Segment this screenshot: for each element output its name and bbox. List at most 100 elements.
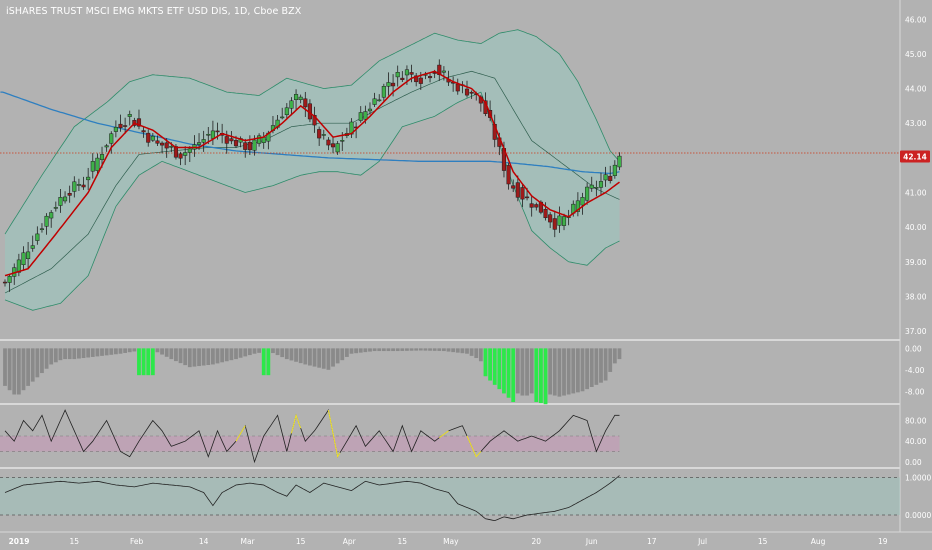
candle[interactable] — [557, 215, 562, 226]
candle[interactable] — [381, 86, 386, 98]
candle[interactable] — [543, 209, 548, 219]
candle[interactable] — [455, 83, 460, 92]
candle[interactable] — [224, 136, 229, 144]
candle[interactable] — [303, 98, 308, 108]
candle[interactable] — [210, 130, 215, 139]
candle[interactable] — [363, 111, 368, 120]
candle[interactable] — [534, 204, 539, 208]
candle[interactable] — [603, 174, 608, 181]
candle[interactable] — [589, 184, 594, 189]
candle[interactable] — [580, 197, 585, 206]
candle[interactable] — [400, 77, 405, 80]
candle[interactable] — [146, 132, 151, 143]
candle[interactable] — [612, 164, 617, 176]
candle[interactable] — [229, 138, 234, 142]
candle[interactable] — [608, 175, 613, 181]
candle[interactable] — [86, 176, 91, 181]
candle[interactable] — [247, 141, 252, 151]
candle[interactable] — [340, 140, 345, 142]
candle[interactable] — [233, 140, 239, 147]
candle[interactable] — [104, 145, 109, 148]
histogram-panel[interactable] — [3, 348, 622, 405]
candle[interactable] — [49, 212, 54, 219]
candle[interactable] — [312, 115, 317, 126]
candle[interactable] — [178, 153, 183, 159]
candle[interactable] — [598, 181, 604, 188]
candle[interactable] — [243, 142, 248, 150]
candle[interactable] — [561, 216, 567, 226]
candle[interactable] — [44, 215, 49, 227]
candle[interactable] — [594, 187, 599, 189]
candle[interactable] — [206, 133, 211, 136]
candle[interactable] — [58, 197, 63, 206]
candle[interactable] — [160, 142, 165, 146]
candle[interactable] — [395, 72, 400, 78]
candle[interactable] — [187, 148, 192, 153]
candle[interactable] — [515, 182, 520, 198]
candle[interactable] — [26, 251, 31, 260]
candle[interactable] — [552, 218, 557, 230]
candle[interactable] — [257, 135, 262, 144]
candle[interactable] — [164, 142, 169, 149]
price-panel[interactable] — [0, 29, 900, 311]
candle[interactable] — [261, 137, 266, 143]
candle[interactable] — [372, 98, 377, 105]
candle[interactable] — [123, 125, 128, 127]
candle[interactable] — [141, 130, 146, 133]
candle[interactable] — [39, 228, 45, 230]
candle[interactable] — [617, 155, 622, 168]
candle[interactable] — [30, 245, 35, 249]
candle[interactable] — [95, 157, 100, 171]
candle[interactable] — [377, 99, 382, 102]
candle[interactable] — [367, 108, 373, 112]
candle[interactable] — [21, 252, 26, 266]
candle[interactable] — [35, 233, 40, 241]
candle[interactable] — [289, 100, 294, 109]
candle[interactable] — [525, 196, 530, 199]
candle[interactable] — [585, 186, 590, 201]
candle[interactable] — [136, 118, 142, 127]
candle[interactable] — [90, 161, 95, 172]
candle[interactable] — [81, 184, 86, 188]
candle[interactable] — [16, 259, 21, 273]
candle[interactable] — [169, 146, 174, 148]
candle[interactable] — [63, 196, 68, 202]
candle[interactable] — [298, 96, 303, 101]
candle[interactable] — [506, 165, 511, 185]
candle[interactable] — [215, 130, 220, 133]
candle[interactable] — [414, 75, 419, 83]
candle[interactable] — [469, 91, 474, 94]
candle[interactable] — [575, 200, 580, 212]
candle[interactable] — [127, 114, 132, 117]
candle[interactable] — [7, 276, 12, 283]
candle[interactable] — [113, 126, 118, 132]
candle[interactable] — [409, 72, 414, 75]
candle[interactable] — [2, 281, 8, 284]
candle[interactable] — [335, 143, 340, 153]
candle[interactable] — [150, 135, 155, 141]
candle[interactable] — [173, 146, 178, 158]
candle[interactable] — [99, 154, 105, 160]
candle[interactable] — [548, 214, 553, 223]
candle[interactable] — [284, 107, 289, 116]
candle[interactable] — [118, 123, 123, 129]
candle[interactable] — [386, 82, 391, 87]
candle[interactable] — [53, 207, 58, 209]
candle[interactable] — [72, 181, 77, 192]
candle[interactable] — [252, 139, 257, 151]
candle[interactable] — [280, 116, 285, 119]
candle[interactable] — [109, 133, 114, 144]
candle[interactable] — [330, 143, 336, 148]
candle[interactable] — [67, 193, 72, 196]
candle[interactable] — [529, 203, 534, 208]
candle[interactable] — [464, 88, 470, 96]
oscillator-panel[interactable] — [0, 409, 620, 464]
candle[interactable] — [404, 69, 409, 76]
candle[interactable] — [441, 70, 446, 73]
candle[interactable] — [418, 77, 423, 84]
correlation-panel[interactable] — [0, 475, 900, 522]
candle[interactable] — [155, 140, 160, 144]
candle[interactable] — [201, 139, 206, 143]
candle[interactable] — [76, 184, 81, 186]
